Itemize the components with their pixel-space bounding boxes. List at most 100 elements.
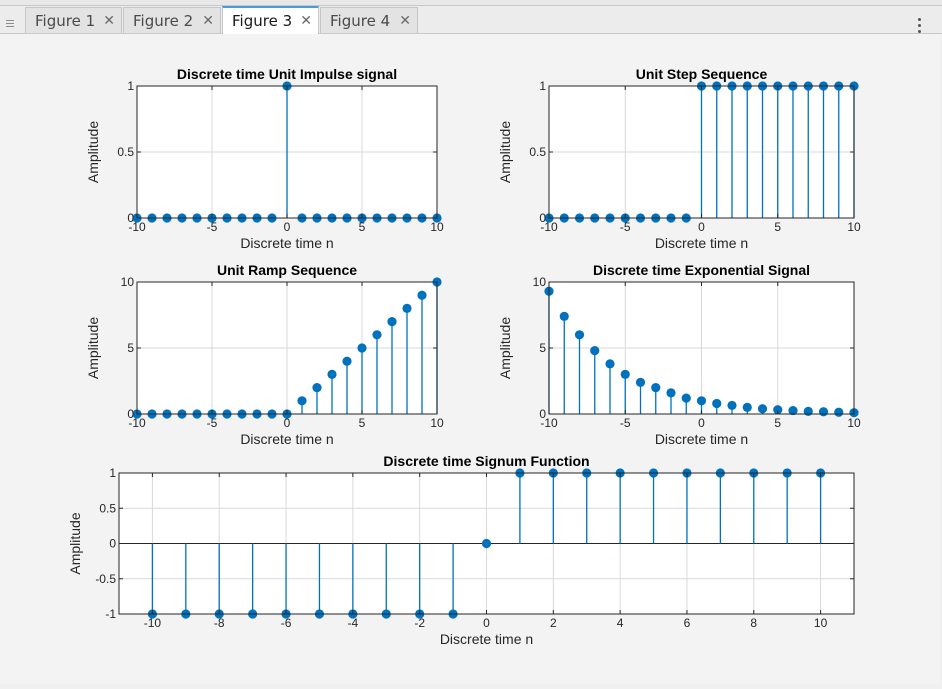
stem-marker xyxy=(327,369,337,379)
stem-marker xyxy=(651,383,661,393)
tick-label-x: 0 xyxy=(284,416,291,430)
figure-tab-bar: Figure 1 ✕ Figure 2 ✕ Figure 3 ✕ Figure … xyxy=(0,6,942,34)
stem-marker xyxy=(297,396,307,406)
stem-marker xyxy=(681,393,691,403)
axes-exponential[interactable]: -10 -5 0 5 10 0 5 10 Discrete time Exponential S… xyxy=(497,262,861,447)
tick-label-y: 0 xyxy=(127,211,134,225)
tab-label: Figure 1 xyxy=(35,11,96,30)
tick-label-y: 5 xyxy=(539,341,546,355)
tick-label-y: 0 xyxy=(127,407,134,421)
x-axis-label: Discrete time n xyxy=(240,431,333,447)
stem-marker xyxy=(712,398,722,409)
tick-label-x: 2 xyxy=(550,616,557,630)
chart-title: Discrete time Signum Function xyxy=(383,453,589,469)
tick-label-x: 5 xyxy=(359,416,366,430)
tick-label-y: 0.5 xyxy=(529,145,546,159)
axes-signum[interactable]: -10 -8 -6 -4 -2 0 2 4 6 8 10 -1 -0.5 0 0.5 1 Discrete ti… xyxy=(67,453,855,647)
close-icon[interactable]: ✕ xyxy=(300,13,312,29)
stem-marker xyxy=(696,396,707,406)
stem-marker xyxy=(773,405,783,415)
tick-label-x: -10 xyxy=(540,220,558,234)
x-axis-label: Discrete time n xyxy=(655,431,748,447)
tick-label-x: -2 xyxy=(414,616,425,630)
stem-marker xyxy=(818,407,829,417)
tick-label-x: 0 xyxy=(483,616,490,630)
tab-figure-4[interactable]: Figure 4 ✕ xyxy=(320,7,418,33)
y-axis-label: Amplitude xyxy=(497,121,513,183)
x-axis-label: Discrete time n xyxy=(240,235,333,251)
axes-ramp[interactable]: -10 -5 0 5 10 0 5 10 Unit Ramp Sequence Discrete … xyxy=(85,262,444,447)
tick-label-x: -5 xyxy=(620,220,631,234)
stem-marker xyxy=(742,402,752,412)
stem-marker xyxy=(357,343,367,353)
tab-figure-2[interactable]: Figure 2 ✕ xyxy=(123,7,221,33)
chart-title: Discrete time Unit Impulse signal xyxy=(177,66,397,82)
stem-marker xyxy=(635,377,646,387)
y-axis-label: Amplitude xyxy=(67,512,83,574)
tab-label: Figure 4 xyxy=(330,11,391,30)
tick-label-x: 8 xyxy=(750,616,757,630)
stem-marker xyxy=(342,356,352,366)
y-axis-label: Amplitude xyxy=(497,317,513,379)
chart-title: Unit Ramp Sequence xyxy=(217,262,357,278)
tick-label-x: -10 xyxy=(540,416,558,430)
tick-label-y: 0 xyxy=(539,407,546,421)
tick-label-x: 10 xyxy=(430,416,444,430)
tick-label-x: 0 xyxy=(698,220,705,234)
close-icon[interactable]: ✕ xyxy=(202,13,214,29)
tick-label-x: 5 xyxy=(774,220,781,234)
tick-label-y: 1 xyxy=(127,79,134,93)
figure-canvas: -10 -5 0 5 10 0 0.5 1 Discrete time Unit Impulse… xyxy=(0,34,940,684)
stem-marker xyxy=(788,405,798,416)
tick-label-x: 10 xyxy=(847,220,861,234)
y-axis-label: Amplitude xyxy=(85,317,101,379)
tick-label-y: -0.5 xyxy=(95,572,116,586)
tab-figure-3[interactable]: Figure 3 ✕ xyxy=(222,6,319,34)
tick-label-x: -5 xyxy=(620,416,631,430)
axes-impulse[interactable]: -10 -5 0 5 10 0 0.5 1 Discrete time Unit Impulse… xyxy=(85,66,444,251)
tick-label-y: -1 xyxy=(105,607,116,621)
tab-label: Figure 3 xyxy=(232,12,293,30)
tick-label-x: 5 xyxy=(774,416,781,430)
stem-marker xyxy=(387,317,397,327)
tick-label-x: -5 xyxy=(207,220,218,234)
tick-label-x: -4 xyxy=(348,616,359,630)
tick-label-x: 10 xyxy=(430,220,444,234)
tick-label-x: -6 xyxy=(281,616,292,630)
tick-label-x: 5 xyxy=(359,220,366,234)
tab-list-menu-icon[interactable] xyxy=(6,20,16,30)
tab-label: Figure 2 xyxy=(133,11,194,30)
tick-label-y: 0 xyxy=(539,211,546,225)
stem-marker xyxy=(834,407,844,417)
tick-label-x: 0 xyxy=(284,220,291,234)
stem-marker xyxy=(574,330,585,340)
tick-label-y: 0.5 xyxy=(117,145,134,159)
stem-marker xyxy=(590,346,600,356)
x-axis-label: Discrete time n xyxy=(655,235,748,251)
stem-marker xyxy=(372,330,382,340)
stem-marker xyxy=(803,406,813,416)
tick-label-y: 5 xyxy=(127,341,134,355)
tick-label-y: 10 xyxy=(533,275,547,289)
tick-label-y: 0 xyxy=(109,537,116,551)
tick-label-x: -8 xyxy=(214,616,225,630)
stem-marker xyxy=(620,369,630,379)
tick-label-x: 6 xyxy=(684,616,691,630)
tick-label-y: 1 xyxy=(539,79,546,93)
tick-label-x: 4 xyxy=(617,616,624,630)
tick-label-x: 0 xyxy=(698,416,705,430)
tick-label-x: -10 xyxy=(128,416,146,430)
axes-step[interactable]: -10 -5 0 5 10 0 0.5 1 Unit Step Sequence Discrete… xyxy=(497,66,861,251)
more-options-icon[interactable] xyxy=(918,18,922,36)
close-icon[interactable]: ✕ xyxy=(103,13,115,29)
tab-figure-1[interactable]: Figure 1 ✕ xyxy=(25,7,122,33)
tick-label-y: 10 xyxy=(121,275,135,289)
stem-marker xyxy=(605,359,615,369)
stem-marker xyxy=(417,290,427,300)
close-icon[interactable]: ✕ xyxy=(399,13,411,29)
stem-marker xyxy=(559,311,569,321)
tick-label-x: -10 xyxy=(128,220,146,234)
tick-label-x: 10 xyxy=(847,416,861,430)
tick-label-y: 1 xyxy=(109,466,116,480)
